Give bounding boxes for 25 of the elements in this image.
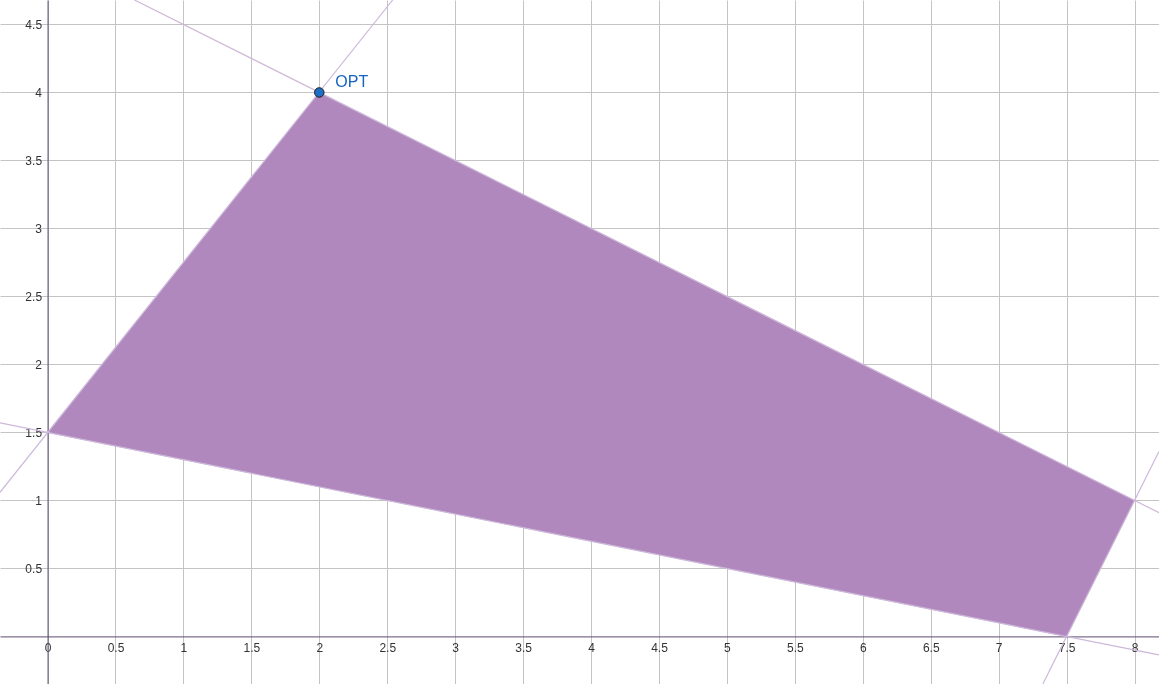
x-tick-label: 2 [316, 640, 324, 655]
x-tick-label: 3.5 [515, 640, 533, 655]
y-tick-label: 1.5 [25, 425, 43, 440]
y-tick-label: 2.5 [25, 289, 43, 304]
x-tick-label: 7.5 [1058, 640, 1076, 655]
y-tick-label: 0.5 [25, 561, 43, 576]
x-tick-label: 1.5 [243, 640, 261, 655]
x-tick-label: 6 [859, 640, 867, 655]
x-tick-label: 4 [588, 640, 596, 655]
x-tick-label: 2.5 [379, 640, 397, 655]
x-tick-label: 5.5 [787, 640, 805, 655]
y-tick-label: 3 [35, 221, 43, 236]
x-tick-label: 7 [995, 640, 1003, 655]
y-tick-label: 1 [35, 493, 43, 508]
y-tick-label: 2 [35, 357, 43, 372]
x-tick-label: 4.5 [651, 640, 669, 655]
x-tick-label: 6.5 [922, 640, 940, 655]
y-tick-label: 4 [35, 85, 43, 100]
y-tick-label: 4.5 [25, 17, 43, 32]
x-tick-label: 3 [452, 640, 460, 655]
x-tick-label: 1 [180, 640, 188, 655]
x-tick-label: 0.5 [107, 640, 125, 655]
y-tick-label: 3.5 [25, 153, 43, 168]
annotation: OPT [335, 73, 369, 91]
x-tick-label: 5 [724, 640, 732, 655]
